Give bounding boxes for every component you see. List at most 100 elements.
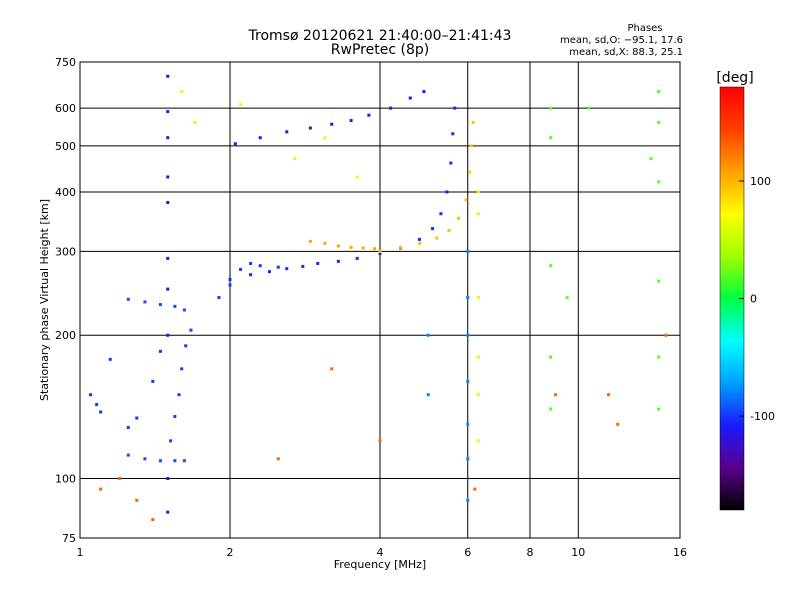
echo-point [378, 439, 382, 443]
echo-point [378, 249, 382, 253]
echo-point [228, 283, 232, 287]
echo-point [166, 110, 170, 114]
echo-point [464, 198, 468, 202]
echo-point [553, 393, 557, 397]
stats-heading: Phases [627, 23, 662, 34]
echo-point [336, 244, 340, 248]
echo-point [549, 264, 553, 268]
echo-point [166, 136, 170, 140]
echo-point [349, 245, 353, 249]
echo-point [166, 74, 170, 78]
echo-point [476, 355, 480, 359]
echo-point [173, 459, 177, 463]
echo-point [249, 261, 253, 265]
echo-point [457, 216, 461, 220]
echo-point [466, 249, 470, 253]
x-tick-label: 4 [377, 546, 384, 559]
echo-point [166, 510, 170, 514]
echo-point [426, 333, 430, 337]
echo-point [217, 296, 221, 300]
echo-point [330, 122, 334, 126]
echo-point [349, 119, 353, 123]
echo-point [399, 245, 403, 249]
echo-point [126, 453, 130, 457]
echo-point [657, 180, 661, 184]
echo-point [293, 157, 297, 161]
echo-point [323, 136, 327, 140]
echo-point [99, 487, 103, 491]
echo-point [476, 439, 480, 443]
y-tick-label: 750 [55, 56, 76, 69]
echo-point [166, 477, 170, 481]
echo-point [316, 261, 320, 265]
echo-point [228, 277, 232, 281]
echo-point [616, 422, 620, 426]
echo-point [549, 136, 553, 140]
echo-point [135, 498, 139, 502]
points-layer [89, 74, 668, 522]
echo-point [158, 303, 162, 307]
echo-point [657, 407, 661, 411]
echo-point [108, 357, 112, 361]
echo-point [301, 264, 305, 268]
x-tick-label: 1 [77, 546, 84, 559]
echo-point [476, 190, 480, 194]
echo-point [126, 425, 130, 429]
echo-point [445, 190, 449, 194]
x-tick-labels: 1 2 4 6 8 10 16 [77, 546, 688, 559]
echo-point [276, 457, 280, 461]
x-tick-label: 16 [673, 546, 687, 559]
echo-point [471, 120, 475, 124]
y-tick-label: 500 [55, 140, 76, 153]
echo-point [182, 459, 186, 463]
echo-point [451, 132, 455, 136]
echo-point [143, 457, 147, 461]
echo-point [233, 142, 237, 146]
y-tick-label: 400 [55, 186, 76, 199]
stats-line-o: mean, sd,O: −95.1, 17.6 [560, 35, 683, 46]
x-tick-label: 2 [227, 546, 234, 559]
echo-point [476, 212, 480, 216]
echo-point [549, 355, 553, 359]
echo-point [330, 367, 334, 371]
echo-point [426, 393, 430, 397]
colorbar-tick-label: 100 [750, 175, 771, 188]
echo-point [657, 355, 661, 359]
echo-point [166, 287, 170, 291]
echo-point [285, 130, 289, 134]
echo-point [276, 265, 280, 269]
echo-point [249, 273, 253, 277]
echo-point [473, 487, 477, 491]
echo-point [182, 308, 186, 312]
x-tick-label: 8 [527, 546, 534, 559]
echo-point [439, 212, 443, 216]
echo-point [180, 90, 184, 94]
y-tick-labels: 75 100 200 300 400 500 600 750 [55, 56, 76, 545]
echo-point [657, 90, 661, 94]
y-tick-label: 300 [55, 245, 76, 258]
echo-point [267, 270, 271, 274]
echo-point [476, 296, 480, 300]
echo-point [158, 349, 162, 353]
echo-point [449, 161, 453, 165]
echo-point [431, 227, 435, 231]
echo-point [417, 237, 421, 241]
echo-point [126, 297, 130, 301]
echo-point [166, 175, 170, 179]
echo-point [323, 241, 327, 245]
echo-point [99, 410, 103, 414]
echo-point [173, 304, 177, 308]
colorbar-tick-label: 0 [750, 293, 757, 306]
echo-point [476, 393, 480, 397]
echo-point [189, 328, 193, 332]
echo-point [285, 267, 289, 271]
colorbar [719, 86, 745, 511]
echo-point [549, 106, 553, 110]
echo-point [158, 459, 162, 463]
echo-point [378, 251, 382, 255]
echo-point [469, 144, 473, 148]
echo-point [308, 126, 312, 130]
colorbar-tick-label: -100 [750, 410, 775, 423]
echo-point [151, 379, 155, 383]
